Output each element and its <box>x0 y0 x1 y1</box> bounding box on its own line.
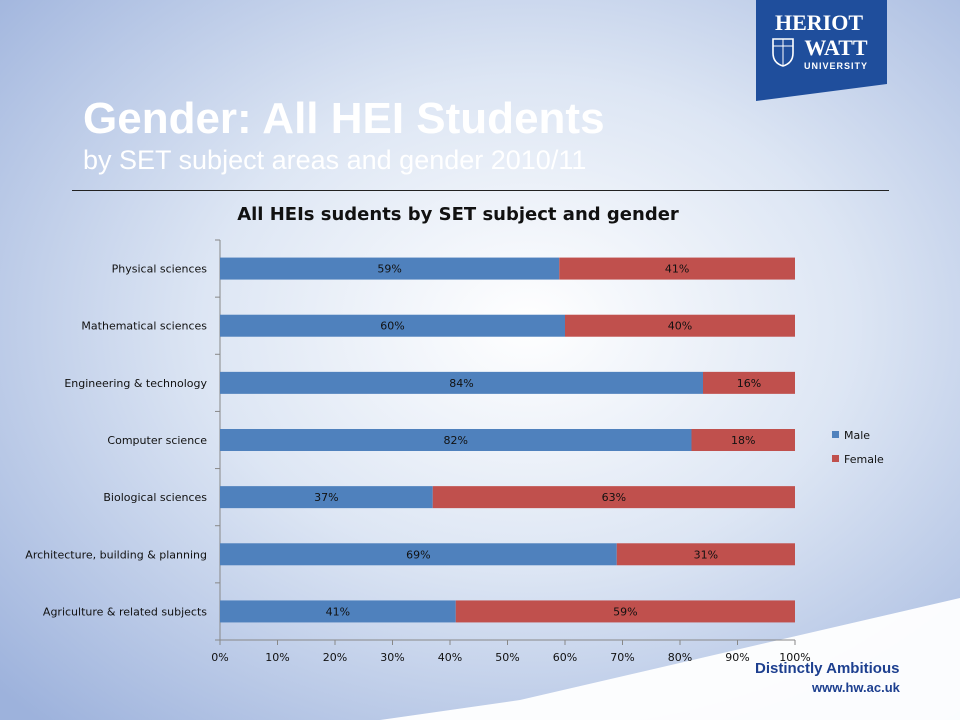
data-label: 84% <box>449 377 473 390</box>
bar-female <box>455 600 795 623</box>
bar-female <box>703 371 795 394</box>
website-link[interactable]: www.hw.ac.uk <box>812 680 900 695</box>
x-tick-label: 30% <box>380 651 404 664</box>
slide-subtitle: by SET subject areas and gender 2010/11 <box>83 145 587 175</box>
data-label: 60% <box>380 320 404 333</box>
legend: Male Female <box>832 429 884 466</box>
data-label: 69% <box>406 548 430 561</box>
category-label: Engineering & technology <box>64 377 207 390</box>
bar-male <box>220 543 617 566</box>
data-label: 16% <box>737 377 761 390</box>
x-tick-label: 90% <box>725 651 749 664</box>
x-tick-label: 40% <box>438 651 462 664</box>
legend-swatch <box>832 455 839 462</box>
data-label: 41% <box>326 605 350 618</box>
bar-female <box>432 486 795 509</box>
bar-male <box>220 257 560 280</box>
bar-male <box>220 486 433 509</box>
x-tick-label: 80% <box>668 651 692 664</box>
data-label: 59% <box>613 605 637 618</box>
logo-text-2: WATT <box>804 35 867 60</box>
logo-text-3: UNIVERSITY <box>804 61 868 71</box>
x-tick-label: 70% <box>610 651 634 664</box>
data-label: 41% <box>665 263 689 276</box>
category-label: Computer science <box>107 434 207 447</box>
bar-female <box>616 543 795 566</box>
bar-male <box>220 371 703 394</box>
bar-male <box>220 600 456 623</box>
category-label: Biological sciences <box>103 491 207 504</box>
tagline: Distinctly Ambitious <box>755 660 900 677</box>
bar-female <box>559 257 795 280</box>
data-label: 63% <box>602 491 626 504</box>
legend-label: Female <box>844 453 884 466</box>
category-label: Mathematical sciences <box>81 320 207 333</box>
data-label: 37% <box>314 491 338 504</box>
x-tick-label: 100% <box>779 651 810 664</box>
x-tick-label: 0% <box>211 651 228 664</box>
bar-male <box>220 429 692 451</box>
chart-title: All HEIs sudents by SET subject and gend… <box>237 204 679 225</box>
bar-female <box>691 429 795 451</box>
x-tick-label: 60% <box>553 651 577 664</box>
slide-title: Gender: All HEI Students <box>83 94 605 143</box>
legend-swatch <box>832 431 839 438</box>
heriot-watt-logo: HERIOT WATT UNIVERSITY <box>756 0 887 101</box>
data-label: 82% <box>444 434 468 447</box>
data-label: 40% <box>668 320 692 333</box>
x-tick-label: 10% <box>265 651 289 664</box>
category-label: Physical sciences <box>112 263 208 276</box>
data-label: 31% <box>694 548 718 561</box>
plot-area: 0% 10% 20% 30% 40% 50% 60% 70% 80% 90% 100% Physica… <box>25 239 811 664</box>
crest-icon <box>772 38 794 67</box>
x-tick-label: 20% <box>323 651 347 664</box>
title-divider <box>72 190 889 191</box>
x-tick-label: 50% <box>495 651 519 664</box>
legend-label: Male <box>844 429 870 442</box>
logo-text-1: HERIOT <box>775 10 863 35</box>
gender-chart: All HEIs sudents by SET subject and gend… <box>25 204 884 664</box>
bar-female <box>565 314 795 337</box>
data-label: 18% <box>731 434 755 447</box>
category-label: Agriculture & related subjects <box>43 605 207 618</box>
bar-male <box>220 314 565 337</box>
data-label: 59% <box>377 263 401 276</box>
category-label: Architecture, building & planning <box>25 548 207 561</box>
